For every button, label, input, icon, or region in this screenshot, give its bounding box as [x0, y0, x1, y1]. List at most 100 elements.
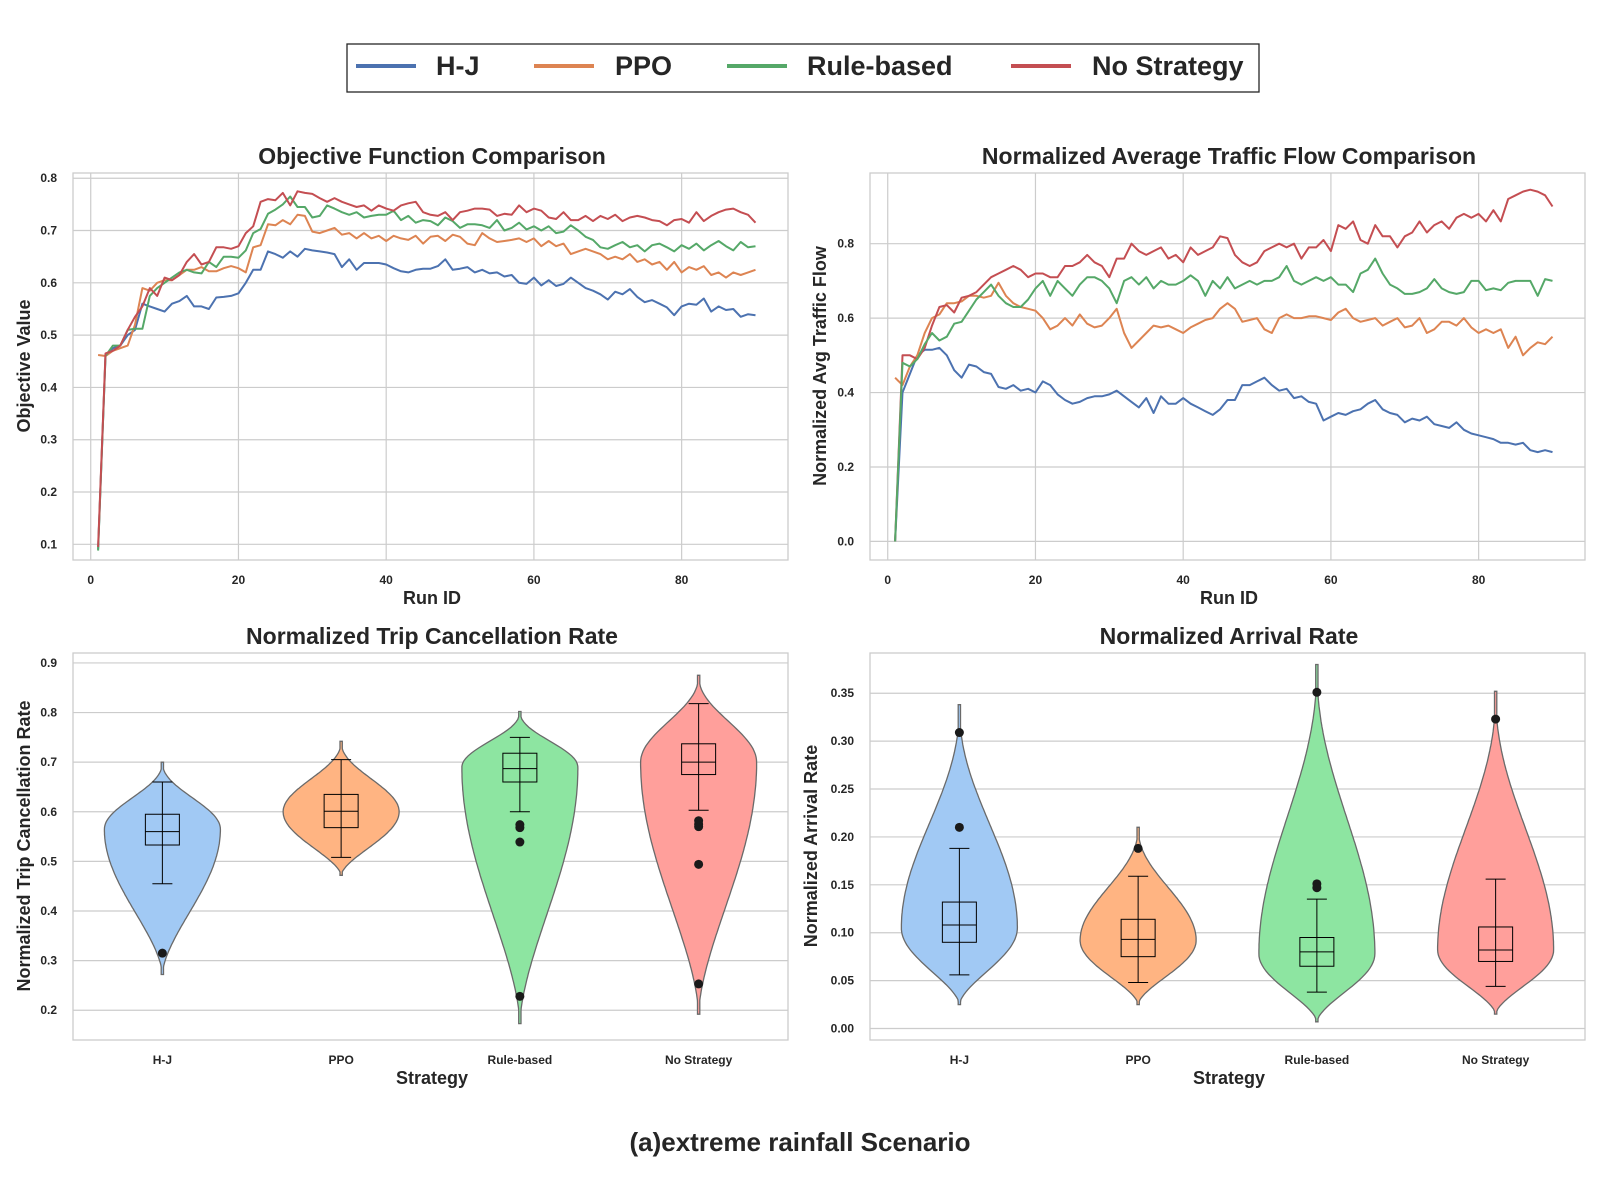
x-tick-label: 20 [1029, 573, 1043, 587]
x-tick-label: 60 [1324, 573, 1338, 587]
violin-groups [900, 663, 1555, 1023]
y-tick-label: 0.6 [40, 805, 57, 819]
series-line-rule-based [894, 257, 1553, 542]
outlier-point [694, 859, 704, 869]
x-tick-label: 40 [1177, 573, 1191, 587]
outlier-point [954, 728, 964, 738]
violin-body [639, 674, 758, 1015]
x-tick-label: 0 [87, 573, 94, 587]
iqr-box [941, 901, 977, 943]
x-tick-label: PPO [328, 1053, 353, 1067]
y-tick-label: 0.7 [40, 755, 57, 769]
y-tick-label: 0.2 [40, 485, 57, 499]
y-tick-label: 0.25 [831, 782, 855, 796]
x-tick-label: 40 [380, 573, 394, 587]
y-tick-label: 0.8 [40, 706, 57, 720]
x-tick-label: 80 [1472, 573, 1486, 587]
violin-group-no-strategy [639, 674, 758, 1015]
x-tick-label: 20 [232, 573, 246, 587]
y-tick-label: 0.8 [40, 171, 57, 185]
y-tick-label: 0.4 [837, 386, 854, 400]
x-tick-label: Rule-based [488, 1053, 553, 1067]
tick-labels: 0.1 0.2 0.3 0.4 0.5 0.6 0.7 0.8 0 20 40 60 80 [40, 171, 688, 587]
y-tick-label: 0.2 [837, 460, 854, 474]
series-line-ppo [97, 213, 756, 357]
outlier-point [1312, 883, 1322, 893]
violin-group-ppo [1079, 826, 1197, 1006]
chart-title: Objective Function Comparison [258, 143, 606, 169]
legend-label-no-strategy: No Strategy [1092, 51, 1244, 81]
violin-group-no-strategy [1436, 690, 1555, 1015]
y-tick-label: 0.2 [40, 1003, 57, 1017]
tick-labels: 0.00 0.05 0.10 0.15 0.20 0.25 0.30 0.35 H-J PPO Ru… [831, 686, 1530, 1067]
x-tick-label: H-J [153, 1053, 172, 1067]
tick-labels: 0.0 0.2 0.4 0.6 0.8 0 20 40 60 80 [837, 237, 1485, 587]
y-tick-label: 0.4 [40, 380, 57, 394]
violin-body [1436, 690, 1555, 1015]
x-tick-label: 80 [675, 573, 689, 587]
violin-group-h-j [900, 704, 1019, 1006]
chart-title: Normalized Trip Cancellation Rate [246, 623, 618, 649]
y-tick-label: 0.3 [40, 433, 57, 447]
iqr-box [681, 743, 717, 776]
y-tick-label: 0.0 [837, 534, 854, 548]
violin-group-rule-based [461, 710, 579, 1025]
x-axis-label: Run ID [1200, 588, 1258, 608]
y-tick-label: 0.1 [40, 537, 57, 551]
violin-body [461, 710, 579, 1025]
outlier-point [515, 837, 525, 847]
grid-lines [73, 173, 788, 560]
y-tick-label: 0.4 [40, 904, 57, 918]
x-tick-label: 0 [884, 573, 891, 587]
y-tick-label: 0.5 [40, 854, 57, 868]
outlier-point [1133, 843, 1143, 853]
outlier-point [515, 991, 525, 1001]
y-axis-label: Normalized Arrival Rate [801, 745, 821, 947]
series-line-h-j [97, 247, 756, 550]
series-line-h-j [894, 346, 1553, 542]
outlier-point [157, 948, 167, 958]
y-axis-label: Objective Value [14, 299, 34, 432]
y-tick-label: 0.30 [831, 734, 855, 748]
chart-title: Normalized Average Traffic Flow Comparis… [982, 143, 1476, 169]
traffic-flow-panel: 0.0 0.2 0.4 0.6 0.8 0 20 40 60 80 Normalized Aver… [810, 143, 1586, 608]
violin-body [1258, 663, 1376, 1023]
legend-frame [346, 43, 1260, 93]
grid-lines [870, 173, 1585, 560]
y-tick-label: 0.9 [40, 656, 57, 670]
y-tick-label: 0.35 [831, 686, 855, 700]
trip-cancellation-panel: 0.2 0.3 0.4 0.5 0.6 0.7 0.8 0.9 H-J PPO Rule-based… [14, 623, 789, 1088]
y-tick-label: 0.7 [40, 224, 57, 238]
y-tick-label: 0.3 [40, 954, 57, 968]
iqr-box [1120, 918, 1156, 958]
outlier-point [1491, 714, 1501, 724]
x-tick-label: PPO [1125, 1053, 1150, 1067]
x-tick-label: 60 [527, 573, 541, 587]
y-tick-label: 0.05 [831, 974, 855, 988]
line-series [894, 188, 1554, 542]
y-tick-label: 0.6 [837, 311, 854, 325]
x-axis-label: Strategy [396, 1068, 468, 1088]
x-tick-label: No Strategy [1462, 1053, 1530, 1067]
y-tick-label: 0.8 [837, 237, 854, 251]
x-axis-label: Strategy [1193, 1068, 1265, 1088]
y-tick-label: 0.10 [831, 926, 855, 940]
iqr-box [1478, 926, 1514, 962]
x-tick-label: No Strategy [665, 1053, 733, 1067]
arrival-rate-panel: 0.00 0.05 0.10 0.15 0.20 0.25 0.30 0.35 H-J PPO Ru… [801, 623, 1586, 1088]
outlier-point [515, 823, 525, 833]
y-axis-label: Normalized Avg Traffic Flow [810, 245, 830, 486]
violin-group-rule-based [1258, 663, 1376, 1023]
y-tick-label: 0.5 [40, 328, 57, 342]
legend-label-rule-based: Rule-based [807, 51, 953, 81]
outlier-point [694, 822, 704, 832]
series-line-rule-based [97, 195, 756, 551]
iqr-box [502, 752, 538, 783]
y-tick-label: 0.6 [40, 276, 57, 290]
x-axis-label: Run ID [403, 588, 461, 608]
iqr-box [144, 813, 180, 846]
series-line-no-strategy [894, 188, 1554, 542]
x-tick-label: H-J [950, 1053, 969, 1067]
legend-label-ppo: PPO [615, 51, 672, 81]
